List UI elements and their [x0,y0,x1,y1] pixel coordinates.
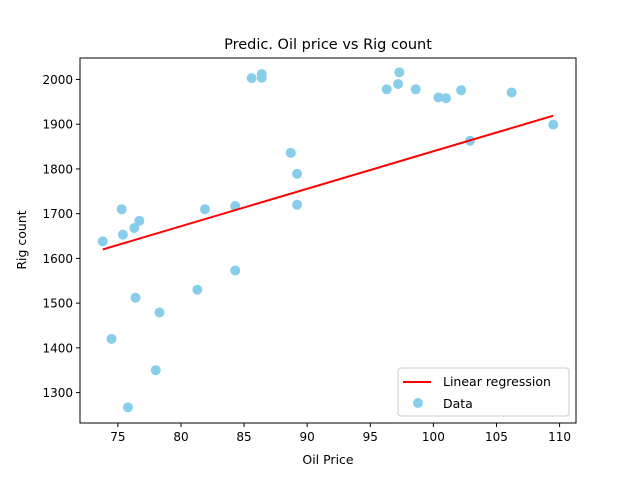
x-axis: 75 80 85 90 95 100 105 110 [110,423,571,444]
data-point [256,72,267,83]
y-tick-label: 1900 [42,118,73,132]
data-point [106,333,117,344]
y-axis-label: Rig count [14,210,29,269]
x-tick-label: 110 [548,430,571,444]
data-point [548,119,559,130]
data-point [456,85,467,96]
data-point [199,204,210,215]
data-point [154,307,165,318]
y-tick-label: 1600 [42,252,73,266]
regression-line [102,114,554,251]
plot-frame [79,57,577,424]
data-point [130,292,141,303]
x-tick-label: 85 [236,430,251,444]
y-tick-label: 1400 [42,341,73,355]
data-point [150,365,161,376]
legend-marker-swatch [413,398,423,408]
y-axis: 1300 1400 1500 1600 1700 1800 1900 2000 [42,73,80,400]
data-point [129,222,140,233]
y-tick-label: 2000 [42,73,73,87]
x-tick-label: 95 [363,430,378,444]
x-axis-label: Oil Price [302,452,354,467]
data-point [381,84,392,95]
data-marks [97,67,559,413]
x-tick-label: 75 [110,430,125,444]
data-point [117,229,128,240]
x-tick-label: 105 [485,430,508,444]
x-tick-label: 90 [300,430,315,444]
data-point [246,73,257,84]
data-point [441,93,452,104]
legend-label-regression: Linear regression [443,374,551,389]
y-tick-label: 1700 [42,207,73,221]
data-point [394,67,405,78]
data-point [285,147,296,158]
y-tick-label: 1300 [42,386,73,400]
data-point [230,265,241,276]
legend: Linear regression Data [397,367,570,417]
chart-title: Predic. Oil price vs Rig count [224,37,432,53]
data-point [192,284,203,295]
data-point [506,87,517,98]
data-point [116,204,127,215]
x-tick-label: 80 [173,430,188,444]
y-tick-label: 1800 [42,162,73,176]
legend-box [397,367,570,417]
data-point [122,402,133,413]
data-point [410,84,421,95]
data-point [97,236,108,247]
legend-label-data: Data [443,396,473,411]
data-point [134,215,145,226]
y-tick-label: 1500 [42,297,73,311]
data-point [433,92,444,103]
data-point [393,78,404,89]
x-tick-label: 100 [422,430,445,444]
data-point [292,168,303,179]
data-point [292,199,303,210]
